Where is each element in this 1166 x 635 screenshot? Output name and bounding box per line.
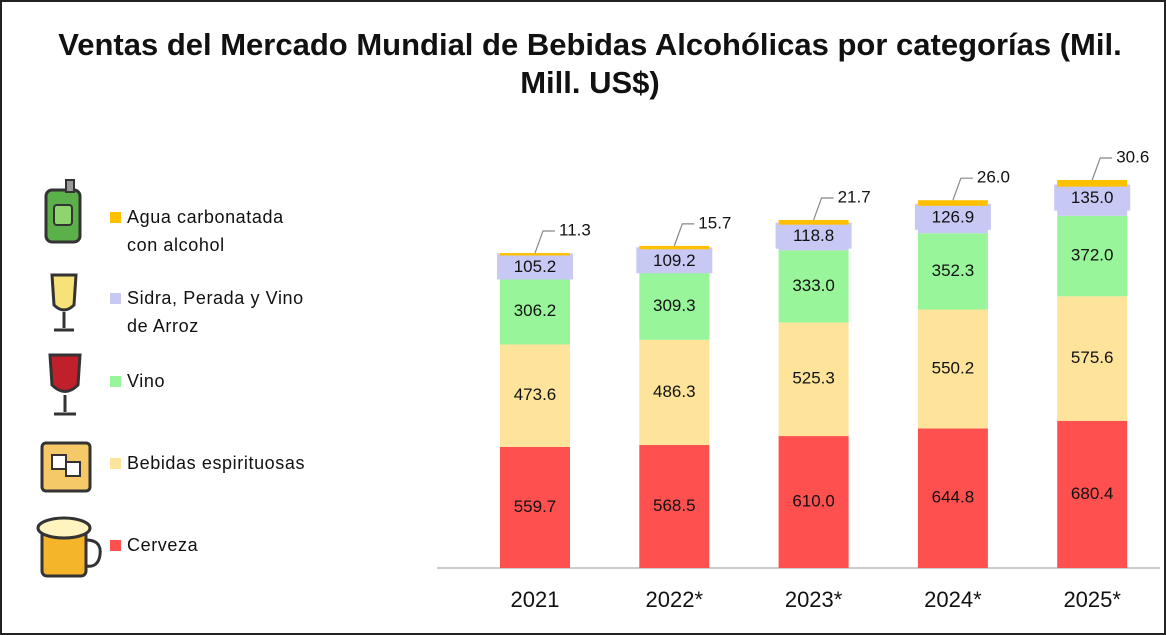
bar-segment [1057, 215, 1128, 297]
legend-label: Agua carbonatada con alcohol [127, 207, 284, 255]
data-label-box [1054, 184, 1131, 211]
bar-segment [1057, 420, 1128, 568]
legend-label: Vino [127, 371, 166, 391]
data-label: 550.2 [932, 358, 975, 377]
bar-segment [917, 428, 988, 568]
data-label: 486.3 [653, 382, 696, 401]
bar-segment [639, 445, 710, 568]
data-label: 30.6 [1116, 147, 1149, 166]
bar-segment [917, 233, 988, 310]
bar-segment [778, 250, 849, 323]
bar-segment [500, 446, 570, 568]
data-label: 126.9 [932, 207, 975, 226]
bar-segment [778, 322, 849, 437]
bar-segment [778, 436, 849, 568]
data-label: 473.6 [514, 385, 557, 404]
data-label: 26.0 [977, 168, 1010, 187]
legend-item: Bebidas espirituosas [110, 449, 427, 477]
legend-label: Bebidas espirituosas [127, 453, 306, 473]
leader-line [673, 223, 695, 247]
icon-white-wine [50, 273, 78, 332]
bar-segment [639, 272, 710, 340]
icon-can [44, 179, 82, 244]
legend-item: Cerveza [110, 531, 427, 559]
data-label-box [775, 222, 852, 249]
legend-label: Cerveza [127, 535, 199, 555]
leader-line [952, 177, 973, 201]
data-label-box [497, 253, 573, 280]
data-label: 11.3 [559, 221, 591, 240]
legend-item: Sidra, Perada y Vino de Arroz [110, 284, 327, 340]
data-label: 15.7 [698, 213, 731, 232]
bar-segment [639, 245, 710, 250]
x-tick-label: 2022* [646, 587, 704, 612]
data-label: 135.0 [1071, 188, 1114, 207]
bar-segment [1057, 296, 1128, 421]
data-label: 644.8 [932, 488, 975, 507]
bar-segment [500, 253, 570, 256]
data-label: 372.0 [1071, 246, 1114, 265]
x-tick-label: 2023* [785, 587, 843, 612]
data-label: 309.3 [653, 296, 696, 315]
legend-item: Agua carbonatada con alcohol [110, 203, 297, 259]
bar-segment [1057, 180, 1128, 187]
data-label: 109.2 [653, 251, 696, 270]
icon-red-wine [48, 353, 82, 416]
x-tick-label: 2025* [1063, 587, 1121, 612]
chart-title: Ventas del Mercado Mundial de Bebidas Al… [58, 27, 1122, 100]
bar-segment [500, 344, 570, 447]
data-label: 333.0 [792, 276, 835, 295]
legend-label: Sidra, Perada y Vino de Arroz [127, 288, 304, 336]
bar-segment [639, 339, 710, 446]
data-label-box [636, 247, 713, 274]
icon-beer [36, 516, 102, 578]
data-label: 575.6 [1071, 348, 1114, 367]
data-label: 118.8 [793, 226, 834, 245]
bar-segment [778, 219, 849, 225]
x-tick-label: 2024* [924, 587, 982, 612]
bar-segment [917, 309, 988, 429]
legend-swatch [110, 458, 121, 469]
legend-swatch [110, 293, 121, 304]
bar-segment [917, 200, 988, 206]
data-label-box [914, 203, 991, 230]
data-label: 105.2 [514, 257, 557, 276]
legend-swatch [110, 376, 121, 387]
leader-line [813, 197, 834, 221]
bar-segment [500, 278, 570, 345]
x-tick-label: 2021 [511, 587, 560, 612]
data-label: 568.5 [653, 496, 696, 515]
data-label: 306.2 [514, 301, 557, 320]
data-label: 352.3 [932, 261, 975, 280]
legend-swatch [110, 540, 121, 551]
data-label: 525.3 [792, 369, 835, 388]
icon-whisky [40, 441, 92, 493]
legend-swatch [110, 212, 121, 223]
leader-line [534, 230, 555, 254]
data-label: 559.7 [514, 497, 557, 516]
data-label: 610.0 [792, 492, 835, 511]
legend-item: Vino [110, 367, 427, 395]
data-label: 680.4 [1071, 484, 1114, 503]
data-label: 21.7 [838, 187, 871, 206]
leader-line [1091, 157, 1113, 181]
